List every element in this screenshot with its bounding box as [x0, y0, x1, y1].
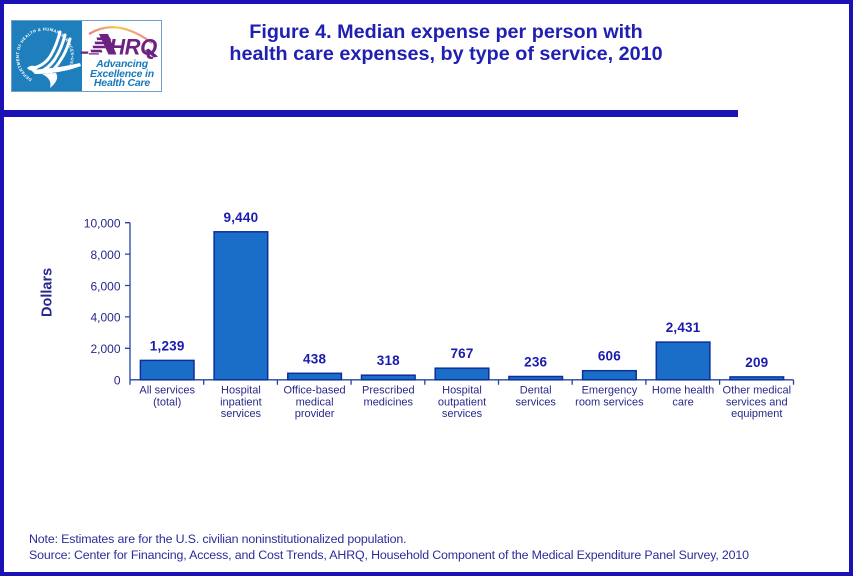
svg-text:767: 767: [450, 346, 473, 361]
svg-text:8,000: 8,000: [90, 248, 120, 262]
svg-text:Home health: Home health: [652, 385, 714, 397]
svg-text:4,000: 4,000: [90, 311, 120, 325]
svg-text:services: services: [442, 408, 483, 420]
svg-text:services: services: [221, 408, 262, 420]
svg-text:services: services: [516, 396, 557, 408]
svg-text:All services: All services: [139, 385, 195, 397]
svg-text:care: care: [672, 396, 693, 408]
svg-text:Dollars: Dollars: [39, 268, 55, 317]
svg-text:equipment: equipment: [731, 408, 782, 420]
svg-text:2,431: 2,431: [666, 320, 701, 335]
svg-text:Office-based: Office-based: [284, 385, 346, 397]
svg-text:0: 0: [114, 373, 121, 387]
svg-text:provider: provider: [295, 408, 335, 420]
svg-text:medicines: medicines: [364, 396, 414, 408]
svg-text:Emergency: Emergency: [582, 385, 638, 397]
svg-text:Dental: Dental: [520, 385, 552, 397]
svg-text:Other medical: Other medical: [723, 385, 791, 397]
svg-text:318: 318: [377, 353, 400, 368]
svg-text:Prescribed: Prescribed: [362, 385, 415, 397]
svg-text:10,000: 10,000: [84, 217, 121, 231]
svg-text:Hospital: Hospital: [221, 385, 261, 397]
svg-text:Excellence in: Excellence in: [90, 68, 154, 80]
svg-text:inpatient: inpatient: [220, 396, 262, 408]
svg-text:services and: services and: [726, 396, 788, 408]
svg-text:room services: room services: [575, 396, 644, 408]
svg-text:(total): (total): [153, 396, 181, 408]
svg-text:606: 606: [598, 349, 621, 364]
svg-text:HRQ: HRQ: [109, 34, 157, 59]
svg-text:1,239: 1,239: [150, 338, 185, 353]
svg-text:9,440: 9,440: [224, 210, 259, 225]
svg-text:medical: medical: [296, 396, 334, 408]
svg-text:438: 438: [303, 351, 326, 366]
svg-text:236: 236: [524, 355, 547, 370]
svg-text:outpatient: outpatient: [438, 396, 486, 408]
svg-text:2,000: 2,000: [90, 342, 120, 356]
svg-text:Health Care: Health Care: [94, 77, 151, 89]
svg-text:209: 209: [745, 355, 768, 370]
svg-text:Hospital: Hospital: [442, 385, 482, 397]
svg-text:Advancing: Advancing: [95, 58, 149, 70]
svg-text:6,000: 6,000: [90, 279, 120, 293]
